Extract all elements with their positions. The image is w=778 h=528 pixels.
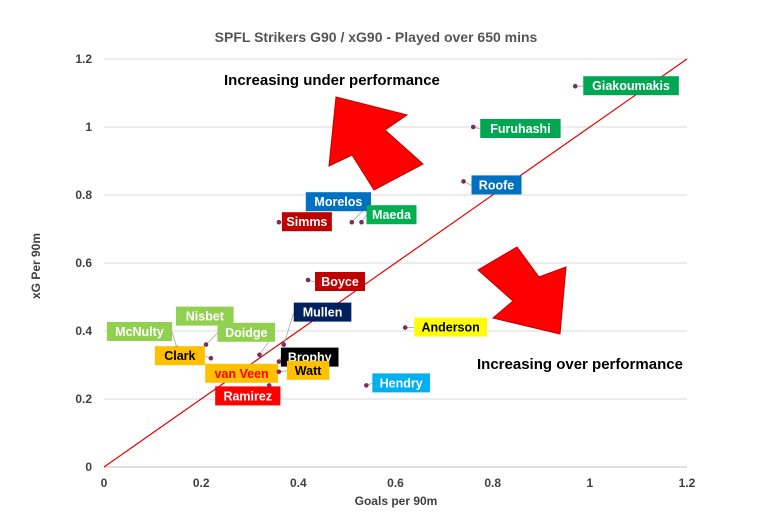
y-tick-label: 0.6	[75, 256, 92, 270]
reference-line	[103, 58, 688, 468]
x-tick-label: 1	[586, 476, 593, 490]
data-point-marker	[208, 355, 214, 361]
x-tick-label: 1.2	[679, 476, 696, 490]
leader-line	[171, 331, 178, 349]
data-point-marker	[461, 179, 466, 184]
y-axis-title: xG Per 90m	[29, 233, 43, 299]
data-point-marker	[276, 219, 282, 225]
point-furuhashi: Furuhashi	[470, 119, 561, 138]
data-point-marker	[276, 359, 282, 364]
point-van-veen: van Veen	[205, 363, 279, 383]
label-box	[176, 306, 234, 326]
x-tick-label: 0.2	[193, 476, 210, 490]
annotation-under-performance: Increasing under performance	[224, 72, 440, 89]
point-label: Watt	[295, 364, 322, 378]
point-giakoumakis: Giakoumakis	[572, 76, 679, 96]
data-point-marker	[281, 342, 287, 347]
label-box	[480, 119, 561, 138]
point-label: McNulty	[115, 325, 164, 339]
point-label: Furuhashi	[490, 122, 550, 136]
label-box	[286, 360, 330, 380]
label-box	[315, 272, 366, 291]
label-box	[583, 76, 679, 96]
diagonal-line	[103, 58, 688, 468]
point-mcnulty: McNulty	[106, 322, 180, 351]
chart-title: SPFL Strikers G90 / xG90 - Played over 6…	[215, 29, 538, 45]
point-label: van Veen	[214, 367, 268, 381]
label-box	[154, 346, 205, 366]
x-axis-title: Goals per 90m	[355, 494, 438, 508]
label-box	[205, 363, 278, 383]
point-boyce: Boyce	[305, 272, 366, 291]
data-point-marker	[470, 124, 476, 130]
x-tick-label: 0.6	[387, 476, 404, 490]
arrow-up-left-icon	[328, 96, 424, 191]
x-tick-label: 0.8	[484, 476, 501, 490]
annotation-over-performance: Increasing over performance	[477, 356, 683, 373]
data-point-marker	[257, 352, 262, 358]
point-mullen: Mullen	[281, 302, 352, 347]
point-nisbet: Nisbet	[176, 306, 234, 347]
point-doidge: Doidge	[217, 322, 276, 358]
point-label: Roofe	[479, 178, 514, 192]
point-label: Hendry	[380, 376, 423, 390]
point-label: Simms	[286, 215, 327, 229]
data-point-marker	[359, 219, 364, 225]
data-point-marker	[402, 325, 408, 330]
point-label: Doidge	[225, 326, 267, 340]
point-hendry: Hendry	[364, 373, 430, 393]
x-tick-label: 0	[101, 476, 108, 490]
annotations: Increasing under performance Increasing o…	[224, 72, 683, 373]
point-watt: Watt	[276, 360, 330, 380]
label-box	[217, 322, 276, 342]
data-point-marker	[349, 219, 355, 225]
point-label: Morelos	[314, 195, 362, 209]
point-label: Maeda	[372, 208, 412, 222]
label-box	[414, 317, 488, 337]
data-points: Giakoumakis Furuhashi Roofe Morelos Maeda Sim…	[106, 76, 679, 406]
point-roofe: Roofe	[461, 175, 522, 195]
point-ramirez: Ramirez	[215, 383, 281, 406]
label-box	[372, 373, 430, 393]
point-label: Boyce	[321, 275, 359, 289]
data-point-marker	[203, 342, 209, 347]
x-tick-label: 0.4	[290, 476, 307, 490]
y-tick-label: 0	[85, 460, 92, 474]
y-tick-label: 0.2	[75, 392, 92, 406]
point-morelos: Morelos	[305, 192, 372, 225]
label-box	[366, 205, 417, 225]
label-box	[471, 175, 522, 195]
y-tick-label: 1	[85, 120, 92, 134]
label-box	[215, 386, 281, 406]
y-tick-label: 0.4	[75, 324, 92, 338]
point-label: Anderson	[421, 321, 479, 335]
point-label: Clark	[164, 349, 195, 363]
data-point-marker	[572, 83, 578, 89]
point-label: Giakoumakis	[592, 79, 670, 93]
data-point-marker	[364, 383, 369, 388]
point-clark: Clark	[154, 346, 214, 366]
point-label: Ramirez	[223, 389, 272, 403]
point-label: Nisbet	[186, 310, 225, 324]
point-simms: Simms	[276, 212, 332, 232]
arrow-down-right-icon	[477, 246, 567, 335]
point-label: Mullen	[303, 306, 343, 320]
label-box	[293, 302, 352, 322]
axes: 0 0.2 0.4 0.6 0.8 1 1.2 0 0.2 0.4 0.6 0.8 1 1.2	[75, 52, 695, 490]
data-point-marker	[305, 277, 311, 283]
label-box	[106, 322, 173, 341]
label-box	[281, 212, 332, 232]
point-maeda: Maeda	[359, 205, 417, 225]
y-tick-label: 0.8	[75, 188, 92, 202]
label-box	[305, 192, 371, 212]
leader-line	[283, 312, 295, 345]
y-tick-label: 1.2	[75, 52, 92, 66]
data-point-marker	[276, 369, 282, 375]
point-anderson: Anderson	[402, 317, 488, 337]
